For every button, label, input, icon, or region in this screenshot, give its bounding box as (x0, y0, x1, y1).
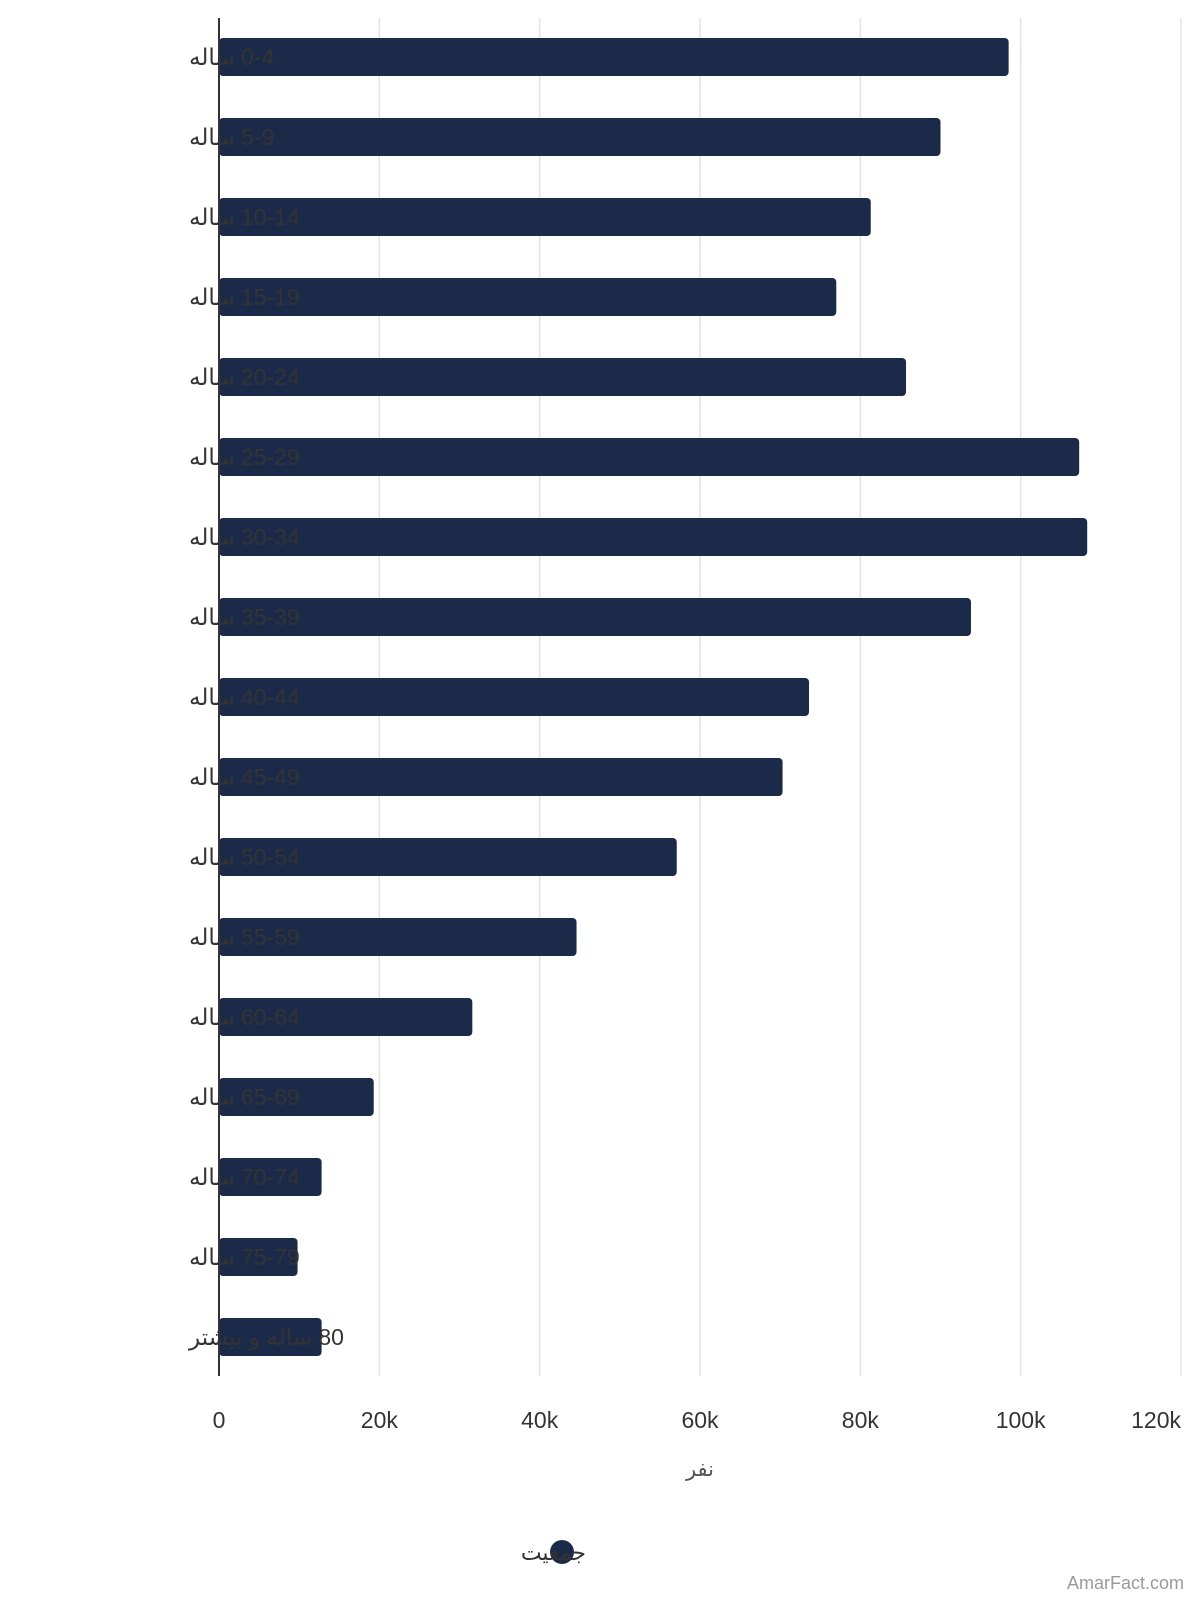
category-label: 75-79 ساله (189, 1244, 300, 1270)
category-label: 0-4 ساله (189, 44, 274, 70)
x-axis-title: نفر (685, 1458, 714, 1481)
category-label: 20-24 ساله (189, 364, 300, 390)
category-label: 25-29 ساله (189, 444, 300, 470)
bar (219, 758, 783, 796)
category-label: 65-69 ساله (189, 1084, 300, 1110)
x-tick-label: 100k (996, 1407, 1046, 1433)
bar (219, 118, 941, 156)
bar (219, 38, 1009, 76)
bar (219, 358, 907, 396)
bar (219, 1318, 322, 1356)
category-label: 55-59 ساله (189, 924, 300, 950)
watermark: AmarFact.com (1066, 1573, 1184, 1593)
x-tick-label: 80k (842, 1407, 880, 1433)
x-tick-label: 0 (213, 1407, 226, 1433)
x-tick-label: 60k (681, 1407, 719, 1433)
category-label: 40-44 ساله (189, 684, 300, 710)
bar (219, 598, 971, 636)
category-label: 60-64 ساله (189, 1004, 300, 1030)
category-label: 50-54 ساله (189, 844, 300, 870)
bar (219, 678, 810, 716)
category-label: 30-34 ساله (189, 524, 300, 550)
x-tick-label: 120k (1131, 1407, 1181, 1433)
category-label: 70-74 ساله (189, 1164, 300, 1190)
x-tick-label: 40k (521, 1407, 559, 1433)
category-label: 15-19 ساله (189, 284, 300, 310)
category-label: 5-9 ساله (189, 124, 274, 150)
bar (219, 838, 677, 876)
legend-label: جمعیت (521, 1540, 586, 1565)
x-tick-label: 20k (361, 1407, 399, 1433)
bar (219, 1078, 374, 1116)
bar (219, 518, 1088, 556)
category-label: 35-39 ساله (189, 604, 300, 630)
bar (219, 918, 577, 956)
category-label: 45-49 ساله (189, 764, 300, 790)
category-label: 10-14 ساله (189, 204, 300, 230)
legend-marker (550, 1540, 574, 1564)
category-label: 80 ساله و بیشتر (188, 1324, 344, 1351)
bar (219, 1158, 322, 1196)
bar (219, 998, 473, 1036)
bar (219, 278, 837, 316)
bar (219, 438, 1080, 476)
bar (219, 1238, 298, 1276)
bar (219, 198, 871, 236)
